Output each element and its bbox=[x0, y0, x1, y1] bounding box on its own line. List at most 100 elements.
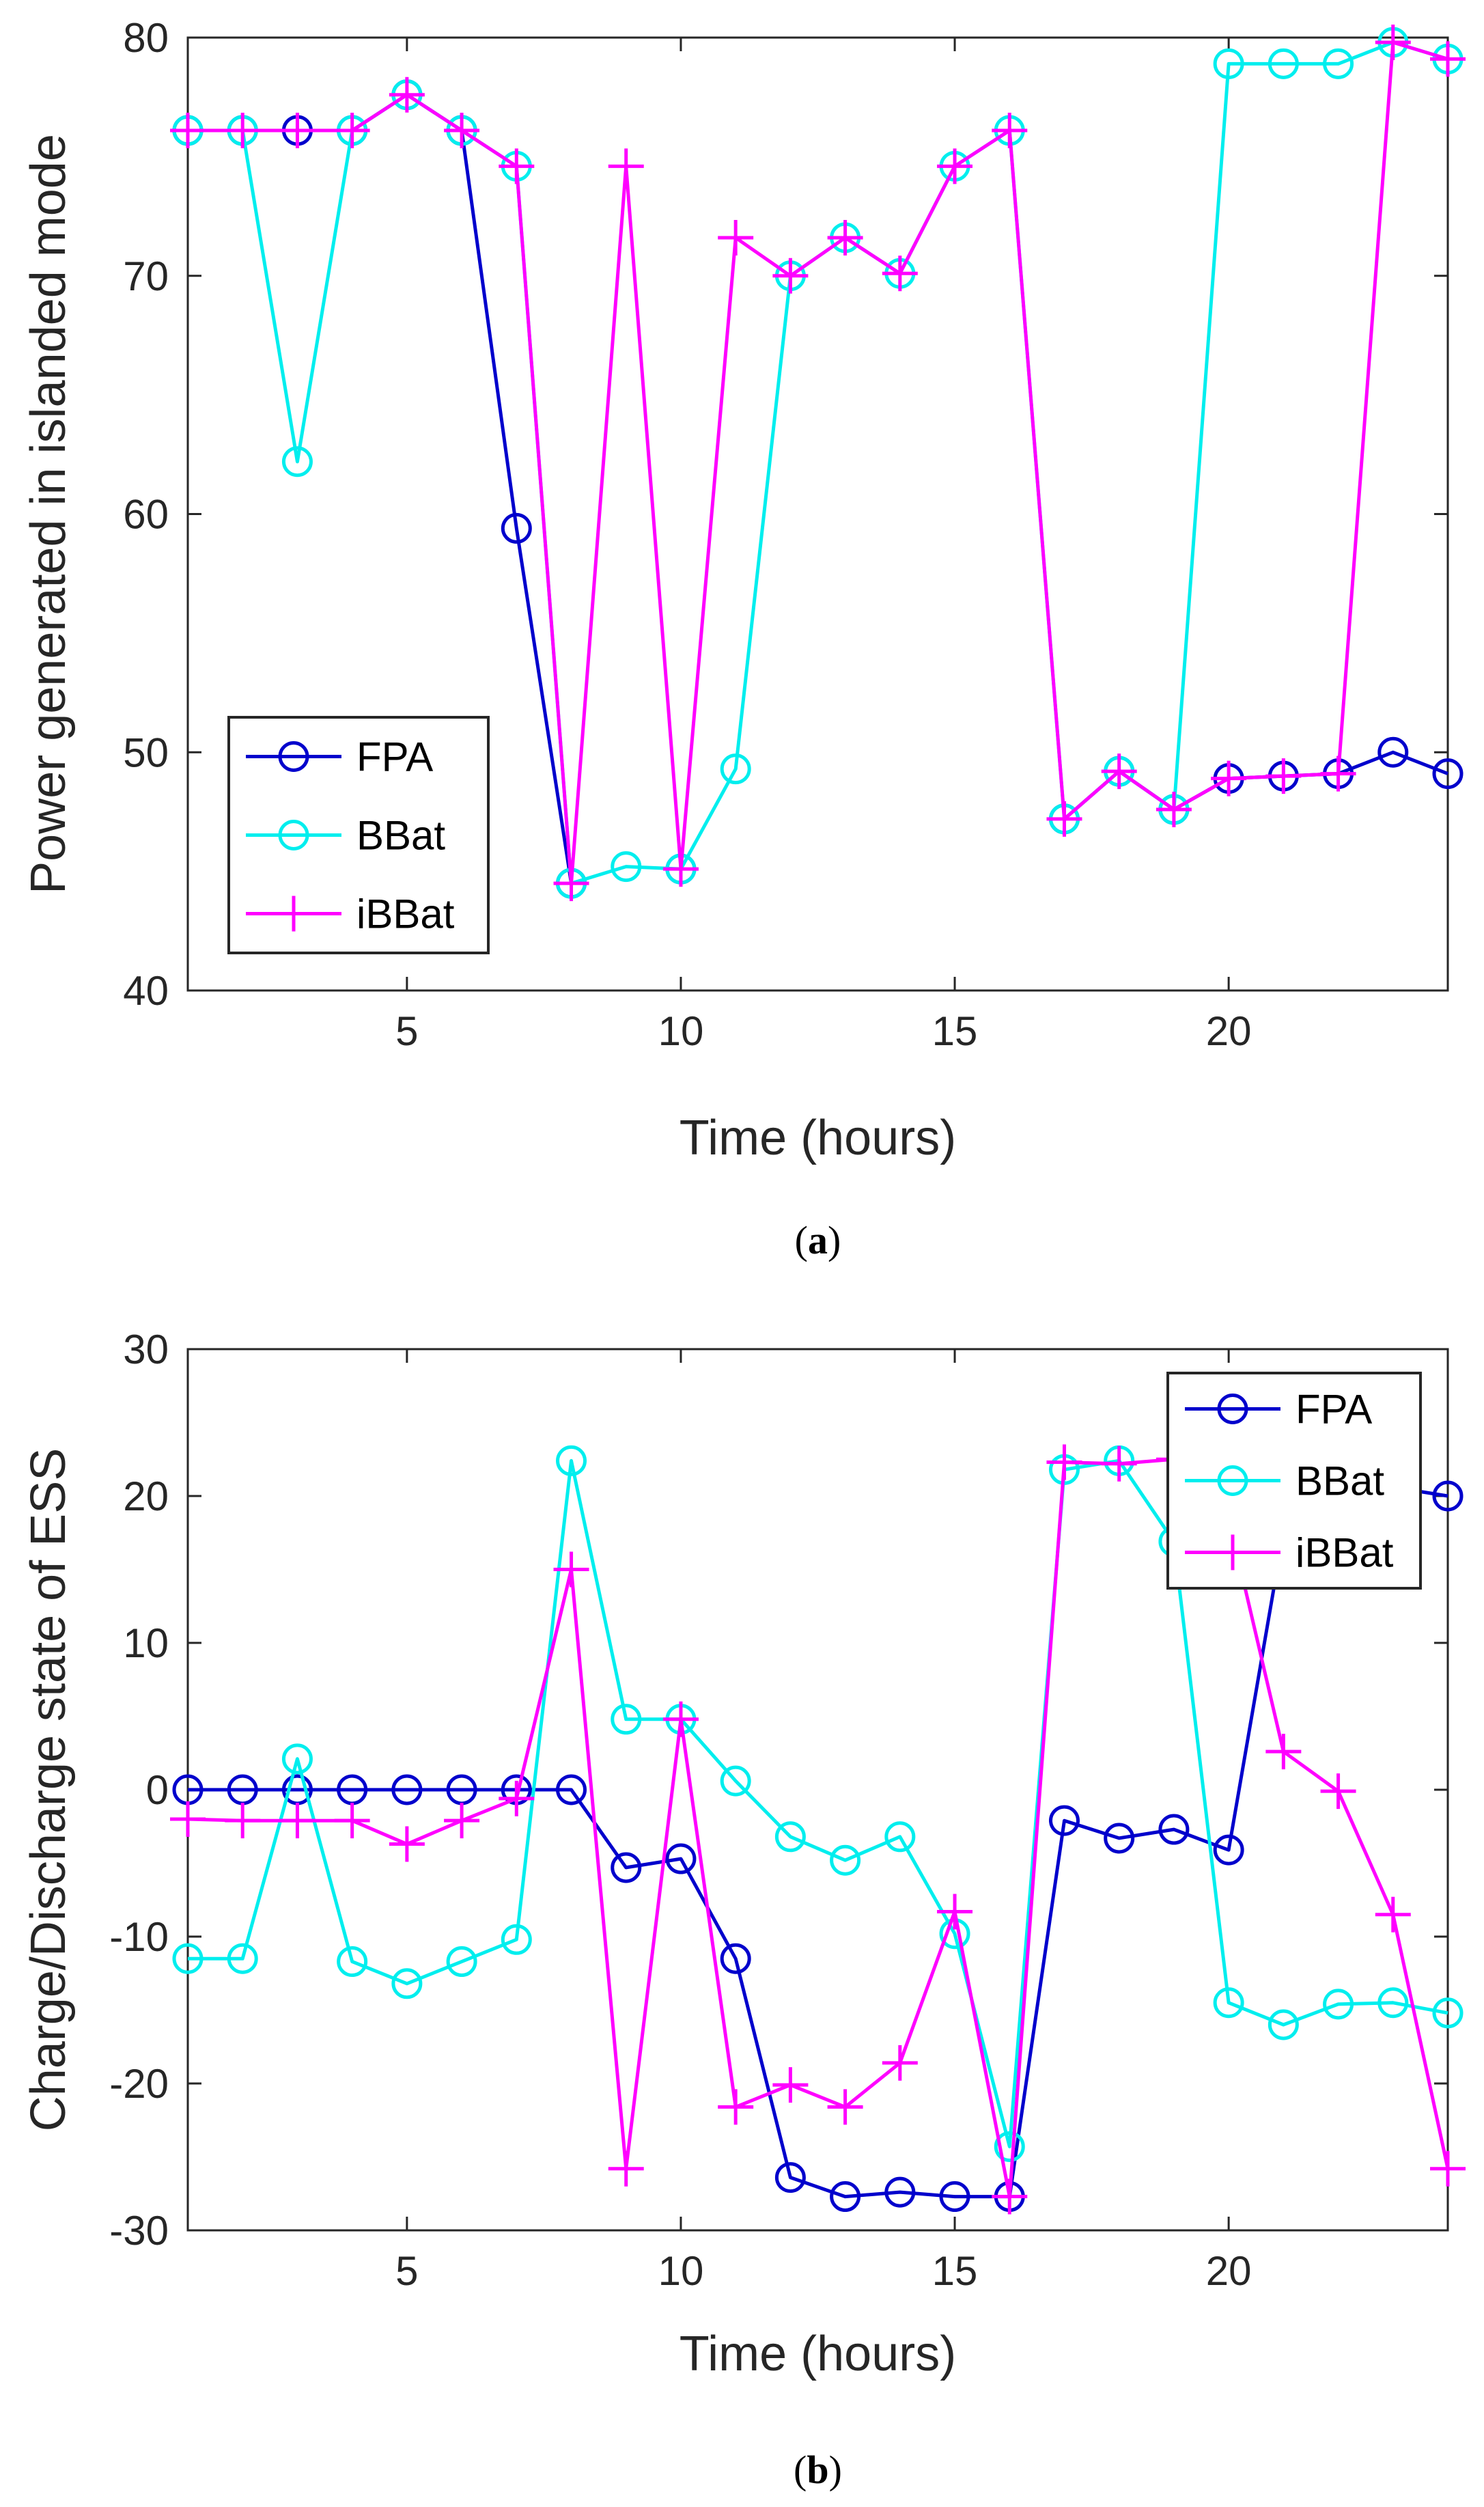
x-tick-label: 10 bbox=[658, 1008, 704, 1054]
y-tick-label: 60 bbox=[123, 492, 169, 538]
data-point-ibbat bbox=[1320, 1773, 1356, 1810]
caption-b: (b) bbox=[794, 2448, 842, 2492]
data-point-ibbat bbox=[882, 255, 918, 292]
data-point-fpa bbox=[1432, 1480, 1464, 1512]
data-point-bbat bbox=[281, 446, 313, 477]
data-point-ibbat bbox=[225, 1803, 261, 1839]
data-point-bbat bbox=[281, 1743, 313, 1775]
data-point-bbat bbox=[1323, 1989, 1354, 2020]
data-point-bbat bbox=[172, 1943, 204, 1974]
data-point-bbat bbox=[227, 1943, 258, 1974]
data-point-fpa bbox=[1048, 1805, 1080, 1836]
data-point-fpa bbox=[1104, 1823, 1135, 1854]
data-point-bbat bbox=[501, 1924, 532, 1955]
data-point-ibbat bbox=[334, 1803, 370, 1839]
caption-a-letter: a bbox=[808, 1218, 828, 1262]
data-point-ibbat bbox=[389, 1826, 425, 1862]
y-tick-label: 20 bbox=[123, 1473, 169, 1519]
data-point-ibbat bbox=[444, 1803, 480, 1839]
data-point-ibbat bbox=[170, 113, 206, 149]
data-point-ibbat bbox=[1211, 760, 1247, 797]
data-point-ibbat bbox=[553, 1551, 589, 1588]
series-bbat bbox=[172, 1445, 1464, 2162]
data-point-ibbat bbox=[772, 2067, 809, 2103]
y-tick-label: 40 bbox=[123, 968, 169, 1014]
data-point-ibbat bbox=[937, 148, 973, 184]
x-tick-label: 15 bbox=[932, 1008, 978, 1054]
data-point-bbat bbox=[720, 753, 751, 785]
y-tick-label: 30 bbox=[123, 1327, 169, 1372]
data-point-fpa bbox=[1217, 1394, 1248, 1424]
data-point-bbat bbox=[1217, 1465, 1248, 1496]
data-point-ibbat bbox=[279, 113, 316, 149]
data-point-ibbat bbox=[170, 1801, 206, 1837]
series-line-bbat bbox=[188, 1458, 1448, 2148]
y-axis-title-b: Charge/Discharge state of ESS bbox=[21, 1448, 76, 2132]
data-point-bbat bbox=[556, 1445, 587, 1476]
chart-b: 5 10 15 20 -30 -20 -10 0 10 20 30 Time (hours) Cha… bbox=[21, 1327, 1466, 2492]
data-point-ibbat bbox=[992, 2178, 1028, 2215]
data-point-bbat bbox=[391, 1968, 423, 1999]
data-point-ibbat bbox=[608, 148, 644, 184]
data-point-bbat bbox=[446, 1946, 477, 1978]
data-point-fpa bbox=[1158, 1814, 1190, 1845]
legend-item-ibbat: iBBat bbox=[1185, 1530, 1394, 1576]
data-point-ibbat bbox=[1265, 1734, 1302, 1770]
data-point-ibbat bbox=[1101, 753, 1137, 790]
caption-a: (a) bbox=[795, 1218, 841, 1262]
legend-label: FPA bbox=[356, 734, 433, 780]
data-point-bbat bbox=[774, 1821, 806, 1853]
legend-item-fpa: FPA bbox=[1185, 1387, 1372, 1432]
y-tick-label: -10 bbox=[109, 1914, 169, 1960]
caption-b-close: ) bbox=[829, 2448, 842, 2492]
data-point-fpa bbox=[720, 1943, 751, 1974]
y-axis-title-a: Power generated in islanded mode bbox=[21, 134, 76, 894]
data-point-ibbat bbox=[992, 113, 1028, 149]
data-point-fpa bbox=[665, 1843, 697, 1874]
caption-a-close: ) bbox=[828, 1218, 841, 1262]
caption-a-open: ( bbox=[795, 1218, 808, 1262]
series-group-a bbox=[170, 24, 1466, 902]
y-tick-label: -20 bbox=[109, 2061, 169, 2107]
data-point-ibbat bbox=[444, 113, 480, 149]
data-point-fpa bbox=[391, 1774, 423, 1805]
series-ibbat bbox=[170, 24, 1466, 902]
data-point-ibbat bbox=[772, 258, 809, 294]
data-point-ibbat bbox=[718, 219, 754, 255]
data-point-fpa bbox=[556, 1774, 587, 1805]
data-point-bbat bbox=[611, 1704, 642, 1735]
series-fpa bbox=[172, 1466, 1464, 2213]
x-tick-label: 20 bbox=[1206, 1008, 1252, 1054]
data-point-bbat bbox=[278, 820, 309, 850]
y-tick-label: 10 bbox=[123, 1620, 169, 1666]
data-point-ibbat bbox=[499, 148, 535, 184]
data-point-ibbat bbox=[1375, 1896, 1411, 1933]
caption-b-open: ( bbox=[794, 2448, 807, 2492]
data-point-ibbat bbox=[882, 2045, 918, 2081]
legend-item-ibbat: iBBat bbox=[246, 891, 455, 937]
data-point-ibbat bbox=[608, 2150, 644, 2187]
data-point-ibbat bbox=[1430, 2150, 1466, 2187]
data-point-fpa bbox=[611, 1852, 642, 1883]
data-point-bbat bbox=[830, 1844, 861, 1876]
y-tick-label: -30 bbox=[109, 2208, 169, 2254]
data-point-ibbat bbox=[662, 1701, 699, 1737]
data-point-bbat bbox=[1432, 1997, 1464, 2029]
legend-label: BBat bbox=[356, 813, 445, 859]
data-point-ibbat bbox=[276, 896, 311, 932]
data-point-ibbat bbox=[1046, 1444, 1082, 1480]
data-point-bbat bbox=[1323, 48, 1354, 79]
data-point-bbat bbox=[337, 1946, 368, 1978]
x-tick-label: 10 bbox=[658, 2248, 704, 2294]
x-axis-title-a: Time (hours) bbox=[680, 1111, 956, 1165]
data-point-ibbat bbox=[279, 1803, 316, 1839]
data-point-ibbat bbox=[389, 77, 425, 113]
axis-ticks-a: 5 10 15 20 40 50 60 70 80 bbox=[123, 15, 1448, 1054]
data-point-ibbat bbox=[1215, 1534, 1250, 1570]
data-point-bbat bbox=[1213, 1987, 1244, 2019]
data-point-ibbat bbox=[1430, 41, 1466, 77]
y-tick-label: 50 bbox=[123, 730, 169, 775]
data-point-ibbat bbox=[662, 851, 699, 887]
data-point-ibbat bbox=[718, 2089, 754, 2125]
